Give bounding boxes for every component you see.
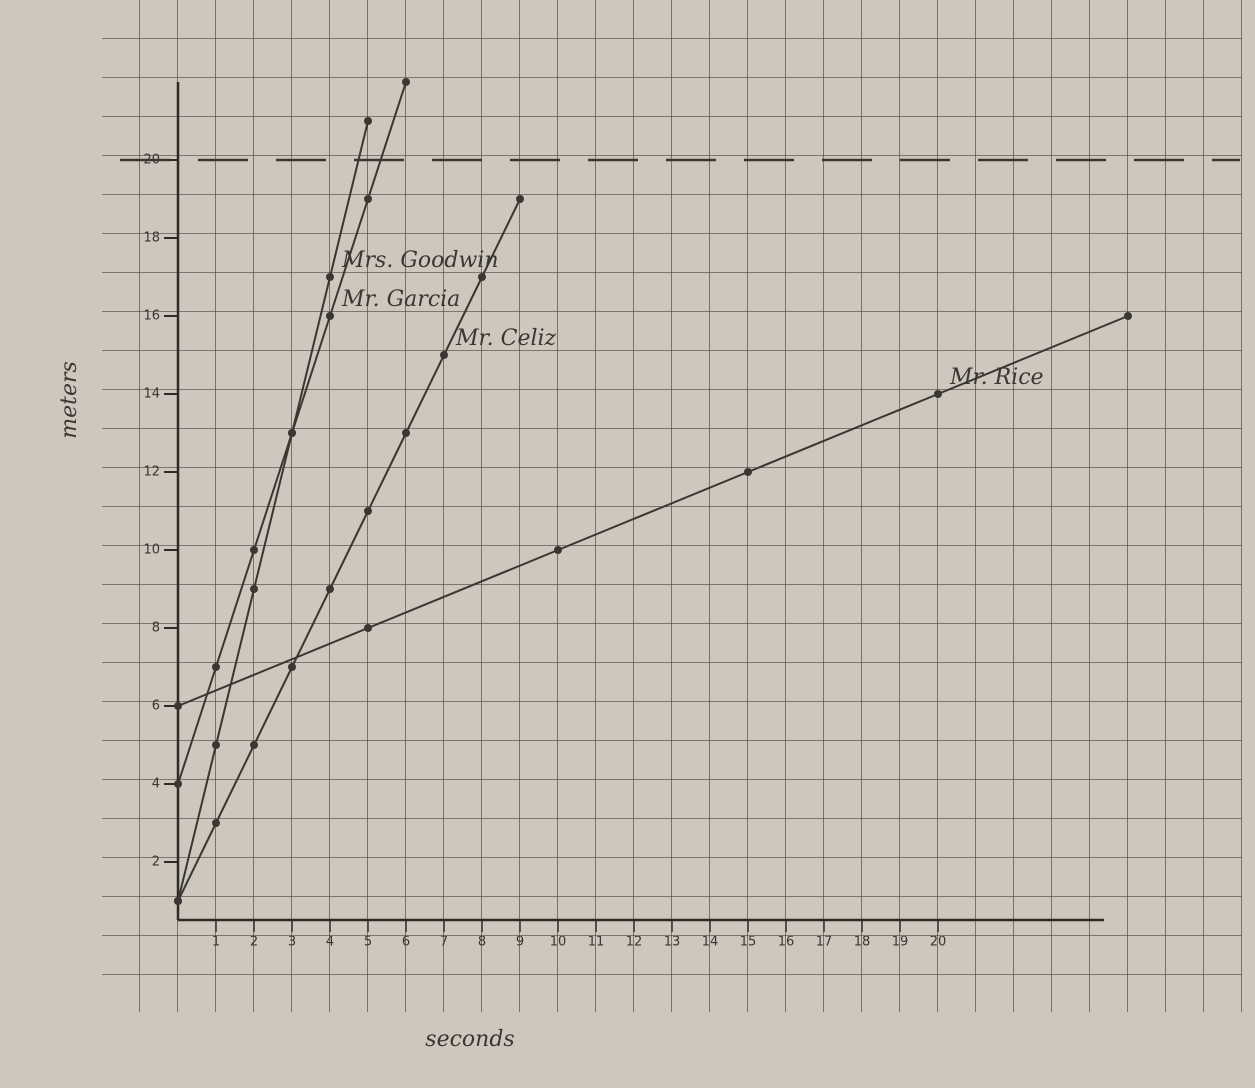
data-point xyxy=(364,195,372,203)
x-tick-label: 4 xyxy=(326,935,334,950)
x-tick-label: 11 xyxy=(588,935,605,950)
series-label: Mr. Rice xyxy=(949,365,1044,390)
series-line xyxy=(177,315,1129,707)
data-point xyxy=(212,663,220,671)
data-point xyxy=(478,273,486,281)
data-point xyxy=(364,117,372,125)
y-tick-label: 18 xyxy=(143,231,160,246)
data-point xyxy=(402,429,410,437)
y-tick-label: 16 xyxy=(143,309,160,324)
data-point xyxy=(174,780,182,788)
x-tick-label: 16 xyxy=(778,935,795,950)
series-label: Mr. Celiz xyxy=(455,326,557,351)
data-point xyxy=(326,273,334,281)
y-tick-label: 4 xyxy=(152,777,160,792)
data-point xyxy=(250,741,258,749)
series-line xyxy=(177,198,521,902)
data-point xyxy=(212,741,220,749)
x-tick-label: 14 xyxy=(702,935,719,950)
x-tick-label: 15 xyxy=(740,935,757,950)
x-tick-label: 19 xyxy=(892,935,909,950)
x-tick-label: 13 xyxy=(664,935,681,950)
x-tick-label: 7 xyxy=(440,935,448,950)
graph-grid xyxy=(102,0,1242,1012)
x-tick-label: 8 xyxy=(478,935,486,950)
data-point xyxy=(934,390,942,398)
data-point xyxy=(326,312,334,320)
data-point xyxy=(516,195,524,203)
data-point xyxy=(364,624,372,632)
series-label: Mr. Garcia xyxy=(341,287,460,312)
data-point xyxy=(402,78,410,86)
x-tick-label: 20 xyxy=(930,935,947,950)
data-point xyxy=(364,507,372,515)
y-tick-label: 14 xyxy=(143,387,160,402)
data-point xyxy=(174,702,182,710)
data-point xyxy=(326,585,334,593)
data-point xyxy=(288,429,296,437)
data-point xyxy=(554,546,562,554)
data-point xyxy=(440,351,448,359)
data-point xyxy=(1124,312,1132,320)
y-tick-label: 8 xyxy=(152,621,160,636)
x-tick-label: 9 xyxy=(516,935,524,950)
x-tick-label: 18 xyxy=(854,935,871,950)
x-tick-label: 1 xyxy=(212,935,220,950)
x-tick-label: 17 xyxy=(816,935,833,950)
y-tick-label: 12 xyxy=(143,465,160,480)
data-point xyxy=(250,585,258,593)
data-point xyxy=(250,546,258,554)
x-tick-label: 6 xyxy=(402,935,410,950)
y-tick-label: 2 xyxy=(152,855,160,870)
data-point xyxy=(174,897,182,905)
x-tick-label: 2 xyxy=(250,935,258,950)
x-tick-label: 3 xyxy=(288,935,296,950)
data-point xyxy=(288,663,296,671)
series-label: Mrs. Goodwin xyxy=(341,248,499,273)
x-tick-label: 5 xyxy=(364,935,372,950)
x-tick-label: 12 xyxy=(626,935,643,950)
x-tick-label: 10 xyxy=(550,935,567,950)
y-axis-label: meters xyxy=(57,361,82,439)
y-tick-label: 6 xyxy=(152,699,160,714)
data-point xyxy=(212,819,220,827)
data-point xyxy=(744,468,752,476)
series-line xyxy=(177,120,369,902)
x-axis-label: seconds xyxy=(425,1027,514,1052)
y-tick-label: 10 xyxy=(143,543,160,558)
